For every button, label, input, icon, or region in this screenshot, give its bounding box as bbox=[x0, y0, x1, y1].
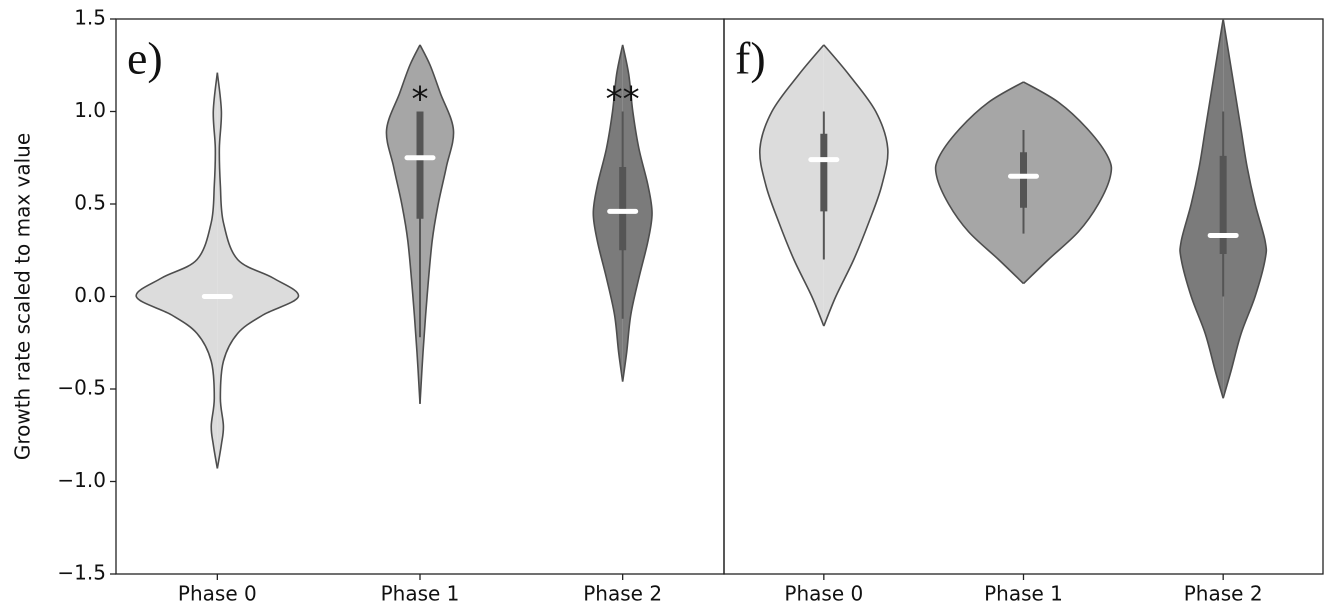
violin-body bbox=[216, 72, 300, 469]
violin-body bbox=[135, 72, 219, 469]
violin-body bbox=[1022, 81, 1113, 285]
y-tick-label: −1.5 bbox=[57, 561, 106, 585]
violin-body bbox=[419, 44, 455, 404]
y-axis-label: Growth rate scaled to max value bbox=[11, 133, 35, 460]
violin-body bbox=[758, 44, 825, 327]
violin-body bbox=[1179, 18, 1224, 399]
violin-body bbox=[621, 44, 653, 382]
y-tick-label: 1.5 bbox=[74, 6, 106, 30]
violin-body bbox=[934, 81, 1025, 285]
y-tick-label: 1.0 bbox=[74, 98, 106, 122]
violin-body bbox=[1222, 18, 1268, 399]
panel-label: f) bbox=[735, 33, 766, 84]
x-tick-label: Phase 1 bbox=[984, 582, 1063, 606]
x-tick-label: Phase 1 bbox=[381, 582, 460, 606]
panel-label: e) bbox=[127, 33, 163, 84]
y-tick-label: 0.0 bbox=[74, 283, 106, 307]
violin-body bbox=[592, 44, 624, 382]
y-tick-label: 0.5 bbox=[74, 191, 106, 215]
significance-marker: * bbox=[412, 79, 429, 119]
violin-body bbox=[385, 44, 421, 404]
y-tick-label: −0.5 bbox=[57, 376, 106, 400]
x-tick-label: Phase 2 bbox=[1184, 582, 1263, 606]
x-tick-label: Phase 0 bbox=[178, 582, 257, 606]
x-tick-label: Phase 0 bbox=[784, 582, 863, 606]
violin-body bbox=[823, 44, 889, 327]
y-tick-label: −1.0 bbox=[57, 468, 106, 492]
significance-marker: ** bbox=[606, 79, 640, 119]
x-tick-label: Phase 2 bbox=[583, 582, 662, 606]
